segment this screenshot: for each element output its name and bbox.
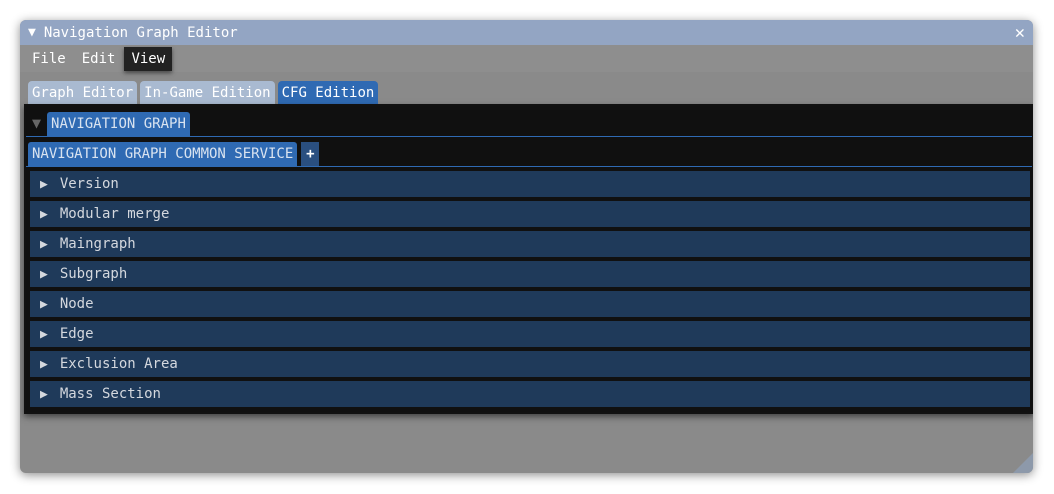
expand-triangle-icon: ▶ [40, 326, 48, 342]
tree-node-edge[interactable]: ▶ Edge [30, 321, 1030, 347]
tree-node-subgraph[interactable]: ▶ Subgraph [30, 261, 1030, 287]
menu-bar: File Edit View [20, 45, 1033, 72]
expand-triangle-icon: ▶ [40, 386, 48, 402]
editor-window: ▼ Navigation Graph Editor ✕ File Edit Vi… [20, 20, 1033, 473]
tab-cfg-edition[interactable]: CFG Edition [277, 81, 379, 105]
title-bar[interactable]: ▼ Navigation Graph Editor ✕ [20, 20, 1033, 45]
tab-bar: Graph Editor In-Game Edition CFG Edition [28, 81, 379, 105]
menu-view[interactable]: View [124, 46, 173, 71]
tree-node-label: Subgraph [59, 266, 128, 282]
expand-triangle-icon: ▶ [40, 206, 48, 222]
menu-edit[interactable]: Edit [81, 50, 116, 67]
tree-node-label: Mass Section [59, 386, 161, 402]
tree-node-label: Maingraph [59, 236, 136, 252]
collapse-triangle-icon[interactable]: ▼ [28, 25, 36, 40]
cfg-panel: ▼ NAVIGATION GRAPH NAVIGATION GRAPH COMM… [24, 104, 1033, 414]
add-tab-button[interactable]: + [301, 142, 320, 166]
expand-triangle-icon: ▶ [40, 176, 48, 192]
tree-node-mass-section[interactable]: ▶ Mass Section [30, 381, 1030, 407]
tree-node-version[interactable]: ▶ Version [30, 171, 1030, 197]
expand-triangle-icon: ▶ [40, 296, 48, 312]
collapse-triangle-icon[interactable]: ▼ [32, 114, 42, 132]
tree-node-label: Modular merge [59, 206, 170, 222]
tree-node-exclusion-area[interactable]: ▶ Exclusion Area [30, 351, 1030, 377]
tree-node-label: Version [59, 176, 119, 192]
tree-node-label: Exclusion Area [59, 356, 178, 372]
tab-in-game-edition[interactable]: In-Game Edition [140, 81, 275, 105]
subtab-common-service[interactable]: NAVIGATION GRAPH COMMON SERVICE [28, 142, 298, 166]
tree-node-modular-merge[interactable]: ▶ Modular merge [30, 201, 1030, 227]
tree-node-maingraph[interactable]: ▶ Maingraph [30, 231, 1030, 257]
expand-triangle-icon: ▶ [40, 236, 48, 252]
close-icon[interactable]: ✕ [1014, 23, 1025, 43]
window-title: Navigation Graph Editor [43, 24, 238, 41]
section-tab-navigation-graph[interactable]: NAVIGATION GRAPH [47, 112, 190, 136]
tree-node-label: Node [59, 296, 94, 312]
tree-node-label: Edge [59, 326, 94, 342]
tab-graph-editor[interactable]: Graph Editor [28, 81, 138, 105]
expand-triangle-icon: ▶ [40, 356, 48, 372]
tree-node-node[interactable]: ▶ Node [30, 291, 1030, 317]
menu-file[interactable]: File [32, 50, 66, 67]
expand-triangle-icon: ▶ [40, 266, 48, 282]
resize-grip[interactable] [1013, 453, 1033, 473]
